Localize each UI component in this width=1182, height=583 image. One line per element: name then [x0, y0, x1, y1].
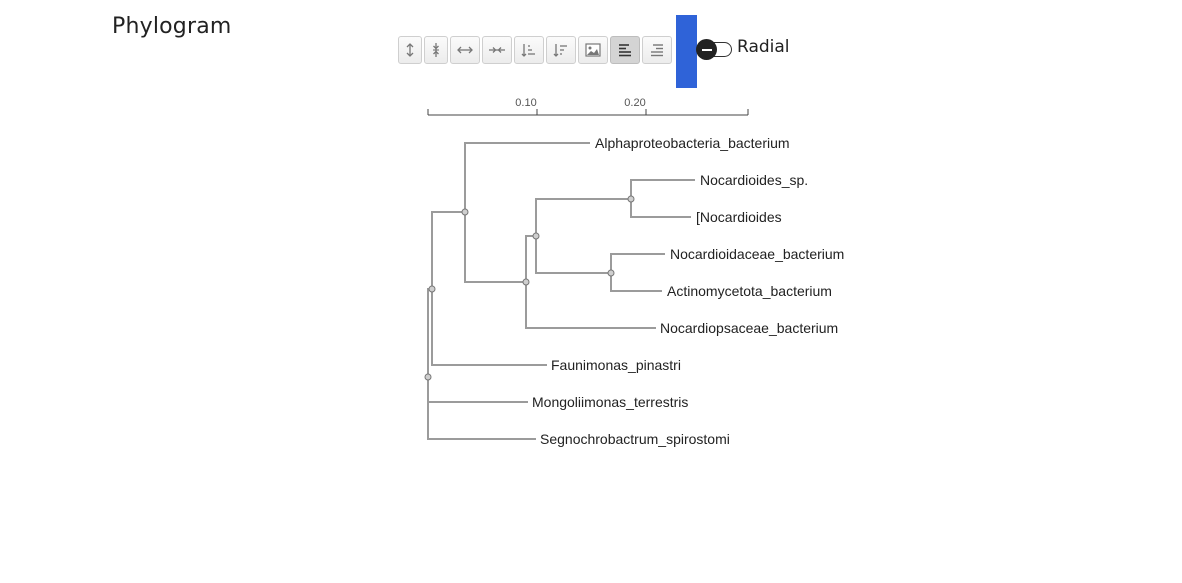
leaf-label[interactable]: Nocardiopsaceae_bacterium — [660, 320, 838, 336]
image-icon — [585, 43, 601, 57]
align-right-icon — [651, 44, 663, 57]
align-left-icon — [619, 44, 631, 57]
sort-descending-button[interactable] — [546, 36, 576, 64]
minus-icon — [696, 39, 717, 60]
tree-node[interactable] — [607, 269, 615, 277]
sort-ascending-button[interactable] — [514, 36, 544, 64]
radial-label: Radial — [737, 37, 790, 57]
tree-nodes — [424, 195, 635, 381]
branch — [535, 198, 631, 236]
branch — [535, 236, 611, 274]
expand-vertical-icon — [406, 43, 414, 57]
tree-node[interactable] — [424, 373, 432, 381]
radial-toggle[interactable] — [696, 39, 734, 60]
save-image-button[interactable] — [578, 36, 608, 64]
scale-tick-label: 0.20 — [624, 97, 645, 109]
leaf-label[interactable]: Alphaproteobacteria_bacterium — [595, 135, 790, 151]
leaf-label[interactable]: Faunimonas_pinastri — [551, 357, 681, 373]
branch — [630, 179, 695, 199]
tree-toolbar — [398, 36, 674, 64]
expand-vertical-button[interactable] — [398, 36, 422, 64]
scale-tick-label: 0.10 — [515, 97, 536, 109]
branch — [431, 289, 547, 366]
compress-vertical-icon — [433, 43, 439, 57]
compress-horizontal-icon — [489, 47, 505, 53]
leaf-label[interactable]: Segnochrobactrum_spirostomi — [540, 431, 730, 447]
leaf-label[interactable]: [Nocardioides — [696, 209, 782, 225]
branch — [630, 199, 691, 218]
scale-axis: 0.10 0.20 — [427, 97, 749, 116]
tree-node[interactable] — [522, 278, 530, 286]
compress-vertical-button[interactable] — [424, 36, 448, 64]
branch — [610, 273, 662, 292]
tree-node[interactable] — [461, 208, 469, 216]
tree-node[interactable] — [428, 285, 436, 293]
leaf-label[interactable]: Mongoliimonas_terrestris — [532, 394, 688, 410]
expand-horizontal-icon — [457, 46, 473, 54]
leaf-label[interactable]: Nocardioidaceae_bacterium — [670, 246, 844, 262]
branch — [464, 142, 590, 212]
leaf-label[interactable]: Actinomycetota_bacterium — [667, 283, 832, 299]
sort-descending-icon — [553, 44, 567, 57]
branch — [427, 377, 528, 403]
leaf-labels: Alphaproteobacteria_bacterium Nocardioid… — [532, 135, 844, 447]
align-left-button[interactable] — [610, 36, 640, 64]
accent-bar — [676, 15, 697, 88]
sort-ascending-icon — [521, 44, 535, 57]
branch — [525, 235, 536, 282]
branch — [464, 212, 526, 283]
page-title: Phylogram — [112, 14, 232, 39]
compress-horizontal-button[interactable] — [482, 36, 512, 64]
leaf-label[interactable]: Nocardioides_sp. — [700, 172, 808, 188]
branch — [525, 282, 656, 329]
tree-node[interactable] — [532, 232, 540, 240]
branch — [427, 377, 536, 440]
branch — [431, 211, 465, 289]
align-right-button[interactable] — [642, 36, 672, 64]
expand-horizontal-button[interactable] — [450, 36, 480, 64]
tree-node[interactable] — [627, 195, 635, 203]
branch — [610, 253, 665, 273]
